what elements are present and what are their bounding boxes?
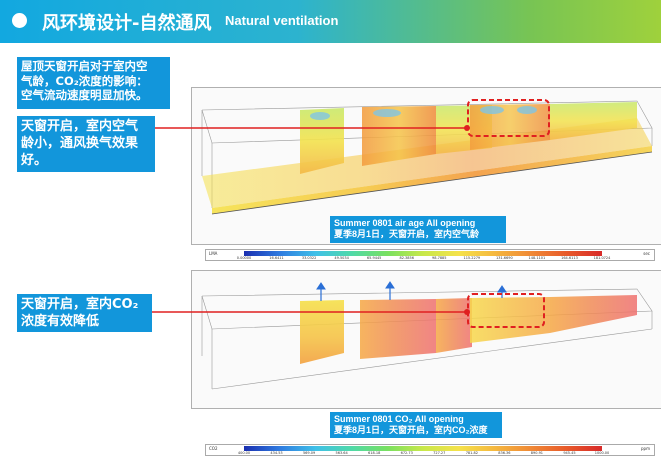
air-age-scale-tick: 33.0322 xyxy=(301,256,317,260)
air-age-callout: 天窗开启，室内空气 龄小，通风换气效果 好。 xyxy=(17,116,155,172)
bullet-icon xyxy=(12,13,27,28)
co2-scale-ticks: 400.00 434.53 569.09 563.64 618.18 672.73 727.… xyxy=(238,451,609,456)
air-age-color-scale: LMA 0.00000 16.6411 33.0322 49.5034 65.9445 8… xyxy=(205,249,655,261)
air-age-caption-cn: 夏季8月1日，天窗开启，室内空气龄 xyxy=(334,229,480,239)
co2-scale-tick: 890.91 xyxy=(530,451,544,455)
co2-scale-tick: 400.00 xyxy=(237,451,251,455)
co2-line-1: 天窗开启，室内CO₂ xyxy=(21,297,139,312)
intro-line-3: 空气流动速度明显加快。 xyxy=(21,88,148,102)
skylight-highlight-box xyxy=(467,293,545,328)
air-age-scale-tick: 181.0724 xyxy=(593,256,611,260)
air-age-scale-tick: 148.1101 xyxy=(528,256,546,260)
co2-scale-tick: 836.36 xyxy=(498,451,511,455)
co2-scale-unit: ppm xyxy=(641,446,650,451)
air-age-line-1: 天窗开启，室内空气 xyxy=(21,119,139,134)
header-banner: 风环境设计-自然通风 Natural ventilation xyxy=(0,0,661,43)
co2-scale-tick: 727.27 xyxy=(433,451,446,455)
air-age-scale-tick: 131.6690 xyxy=(496,256,513,260)
co2-caption-en: Summer 0801 CO₂ All opening xyxy=(334,414,464,424)
co2-scale-tick: 618.18 xyxy=(368,451,381,455)
air-age-scale-name: LMA xyxy=(209,251,218,256)
air-age-scale-ticks: 0.00000 16.6411 33.0322 49.5034 65.9445 82.38… xyxy=(237,256,611,261)
co2-simulation-panel xyxy=(191,270,661,409)
co2-caption-cn: 夏季8月1日，天窗开启，室内CO₂浓度 xyxy=(334,425,488,435)
co2-caption: Summer 0801 CO₂ All opening 夏季8月1日，天窗开启，… xyxy=(330,412,502,438)
co2-scale-tick: 563.64 xyxy=(335,451,348,455)
intro-line-2: 气龄，CO₂浓度的影响： xyxy=(21,73,148,88)
co2-scale-bar xyxy=(244,446,602,451)
air-age-scale-tick: 115.2279 xyxy=(463,256,481,260)
co2-scale-tick: 1000.00 xyxy=(594,451,610,455)
co2-callout: 天窗开启，室内CO₂ 浓度有效降低 xyxy=(17,294,152,332)
air-age-line-2: 龄小，通风换气效果 xyxy=(21,136,139,151)
co2-simulation-image xyxy=(201,281,653,390)
co2-scale-tick: 781.82 xyxy=(465,451,478,455)
air-age-scale-tick: 49.5034 xyxy=(334,256,349,260)
page-subtitle: Natural ventilation xyxy=(225,13,339,28)
air-age-scale-unit: sec xyxy=(643,251,650,256)
air-age-scale-tick: 82.3856 xyxy=(399,256,414,260)
co2-scale-tick: 569.09 xyxy=(302,451,316,455)
co2-scale-tick: 434.53 xyxy=(270,451,283,455)
co2-scale-tick: 945.45 xyxy=(563,451,576,455)
air-age-scale-tick: 16.6411 xyxy=(269,256,284,260)
air-age-scale-tick: 0.00000 xyxy=(236,256,252,260)
air-age-scale-tick: 98.7885 xyxy=(432,256,447,260)
air-age-line-3: 好。 xyxy=(21,153,48,168)
skylight-highlight-box xyxy=(467,99,550,137)
co2-scale-name: CO2 xyxy=(209,446,218,451)
air-age-scale-tick: 65.9445 xyxy=(366,256,382,260)
co2-line-2: 浓度有效降低 xyxy=(21,314,100,329)
air-age-simulation-panel xyxy=(191,87,661,245)
air-age-caption: Summer 0801 air age All opening 夏季8月1日，天… xyxy=(330,216,506,243)
co2-scale-tick: 672.73 xyxy=(400,451,413,455)
co2-color-scale: CO2 400.00 434.53 569.09 563.64 618.18 672.73… xyxy=(205,444,655,456)
intro-callout: 屋顶天窗开启对于室内空 气龄，CO₂浓度的影响： 空气流动速度明显加快。 xyxy=(17,57,170,109)
intro-line-1: 屋顶天窗开启对于室内空 xyxy=(21,59,148,73)
page-title: 风环境设计-自然通风 xyxy=(42,13,212,34)
air-age-scale-bar xyxy=(244,251,602,256)
air-age-caption-en: Summer 0801 air age All opening xyxy=(334,218,476,228)
air-age-scale-tick: 164.6113 xyxy=(561,256,578,260)
